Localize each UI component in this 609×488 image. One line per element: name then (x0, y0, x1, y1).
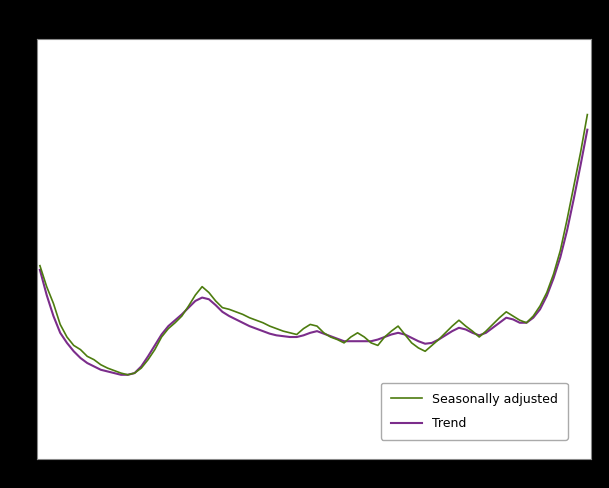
Legend: Seasonally adjusted, Trend: Seasonally adjusted, Trend (381, 383, 568, 440)
